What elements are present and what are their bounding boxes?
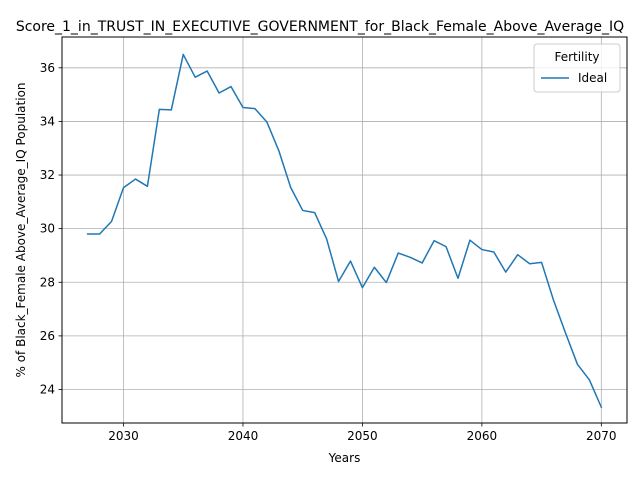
x-tick-label: 2050: [347, 429, 378, 443]
y-tick-label: 24: [40, 382, 55, 396]
x-tick-label: 2040: [228, 429, 259, 443]
legend: Fertility Ideal: [533, 43, 621, 93]
chart-title: Score_1_in_TRUST_IN_EXECUTIVE_GOVERNMENT…: [16, 19, 624, 35]
x-tick-label: 2070: [586, 429, 617, 443]
axis-ticks: 2030 2040 2050 2060 2070 24 26 28 30 32 34 36: [40, 61, 617, 443]
y-axis-label: % of Black_Female Above_Average_IQ Popul…: [14, 82, 28, 377]
legend-entry-ideal: Ideal: [578, 71, 607, 85]
y-tick-label: 26: [40, 329, 55, 343]
y-tick-label: 36: [40, 61, 55, 75]
series-layer: [86, 53, 603, 409]
series-line-ideal: [86, 53, 603, 409]
x-tick-label: 2060: [467, 429, 498, 443]
gridlines: [62, 37, 627, 423]
legend-title: Fertility: [554, 50, 599, 64]
legend-box: [533, 43, 621, 93]
plot-frame: [61, 36, 628, 424]
x-tick-label: 2030: [108, 429, 139, 443]
y-tick-label: 28: [40, 275, 55, 289]
y-tick-label: 30: [40, 222, 55, 236]
x-axis-label: Years: [328, 451, 361, 465]
y-tick-label: 32: [40, 168, 55, 182]
y-tick-label: 34: [40, 114, 55, 128]
